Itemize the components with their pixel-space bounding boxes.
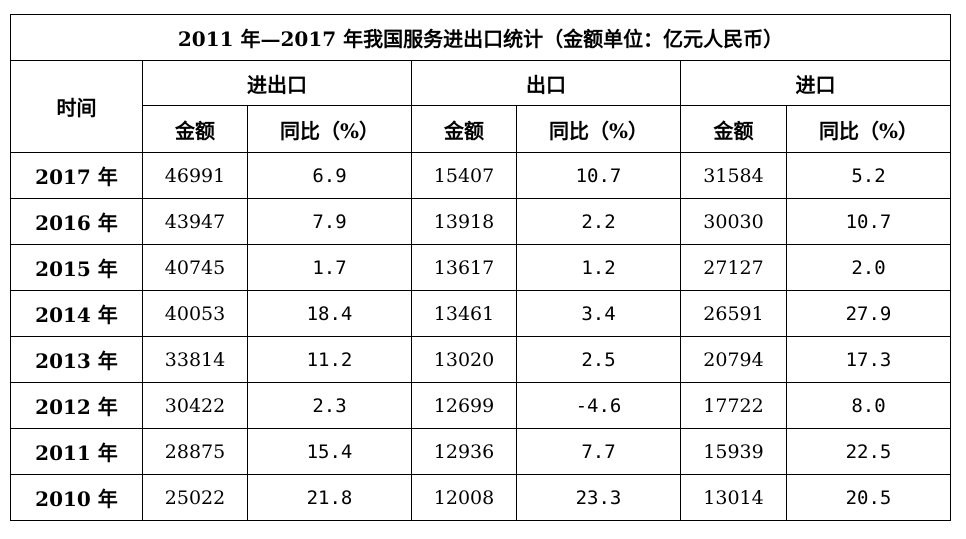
total-yoy-cell: 15.4 xyxy=(247,428,412,475)
sub-header-amount: 金额 xyxy=(411,105,517,153)
export-amount-cell: 13918 xyxy=(411,198,517,245)
export-yoy-cell: 2.5 xyxy=(516,336,681,383)
import-yoy-cell: 27.9 xyxy=(786,290,951,337)
year-cell: 2015 年 xyxy=(10,244,143,291)
table-row: 2017 年 46991 6.9 15407 10.7 31584 5.2 xyxy=(10,152,951,199)
import-yoy-cell: 22.5 xyxy=(786,428,951,475)
year-cell: 2017 年 xyxy=(10,152,143,199)
import-amount-cell: 26591 xyxy=(680,290,787,337)
total-yoy-cell: 6.9 xyxy=(247,152,412,199)
sub-header-yoy: 同比（%） xyxy=(247,105,412,153)
import-yoy-cell: 17.3 xyxy=(786,336,951,383)
total-yoy-cell: 1.7 xyxy=(247,244,412,291)
table-row: 2012 年 30422 2.3 12699 -4.6 17722 8.0 xyxy=(10,382,951,429)
table-row: 2016 年 43947 7.9 13918 2.2 30030 10.7 xyxy=(10,198,951,245)
sub-header-amount: 金额 xyxy=(142,105,248,153)
import-yoy-cell: 8.0 xyxy=(786,382,951,429)
export-amount-cell: 12699 xyxy=(411,382,517,429)
year-cell: 2012 年 xyxy=(10,382,143,429)
table-row: 2015 年 40745 1.7 13617 1.2 27127 2.0 xyxy=(10,244,951,291)
export-yoy-cell: -4.6 xyxy=(516,382,681,429)
year-cell: 2014 年 xyxy=(10,290,143,337)
total-yoy-cell: 11.2 xyxy=(247,336,412,383)
import-yoy-cell: 10.7 xyxy=(786,198,951,245)
total-amount-cell: 28875 xyxy=(142,428,248,475)
total-yoy-cell: 21.8 xyxy=(247,474,412,521)
year-cell: 2016 年 xyxy=(10,198,143,245)
total-amount-cell: 33814 xyxy=(142,336,248,383)
sub-header-amount: 金额 xyxy=(680,105,787,153)
export-yoy-cell: 3.4 xyxy=(516,290,681,337)
import-amount-cell: 31584 xyxy=(680,152,787,199)
time-header: 时间 xyxy=(10,60,143,153)
year-cell: 2010 年 xyxy=(10,474,143,521)
group-header-import: 进口 xyxy=(680,60,951,106)
total-amount-cell: 25022 xyxy=(142,474,248,521)
export-yoy-cell: 7.7 xyxy=(516,428,681,475)
total-amount-cell: 43947 xyxy=(142,198,248,245)
import-yoy-cell: 2.0 xyxy=(786,244,951,291)
import-amount-cell: 30030 xyxy=(680,198,787,245)
import-yoy-cell: 5.2 xyxy=(786,152,951,199)
export-amount-cell: 12936 xyxy=(411,428,517,475)
table-row: 2011 年 28875 15.4 12936 7.7 15939 22.5 xyxy=(10,428,951,475)
import-amount-cell: 20794 xyxy=(680,336,787,383)
import-yoy-cell: 20.5 xyxy=(786,474,951,521)
group-header-export: 出口 xyxy=(411,60,681,106)
table-title: 2011 年—2017 年我国服务进出口统计（金额单位：亿元人民币） xyxy=(10,14,951,61)
export-yoy-cell: 1.2 xyxy=(516,244,681,291)
export-amount-cell: 12008 xyxy=(411,474,517,521)
export-amount-cell: 13020 xyxy=(411,336,517,383)
group-header-total: 进出口 xyxy=(142,60,412,106)
total-amount-cell: 40745 xyxy=(142,244,248,291)
import-amount-cell: 13014 xyxy=(680,474,787,521)
sub-header-yoy: 同比（%） xyxy=(786,105,951,153)
import-amount-cell: 15939 xyxy=(680,428,787,475)
total-amount-cell: 30422 xyxy=(142,382,248,429)
export-amount-cell: 15407 xyxy=(411,152,517,199)
export-yoy-cell: 23.3 xyxy=(516,474,681,521)
year-cell: 2013 年 xyxy=(10,336,143,383)
year-cell: 2011 年 xyxy=(10,428,143,475)
sub-header-yoy: 同比（%） xyxy=(516,105,681,153)
trade-statistics-table: 2011 年—2017 年我国服务进出口统计（金额单位：亿元人民币） 时间 进出… xyxy=(10,14,951,521)
import-amount-cell: 27127 xyxy=(680,244,787,291)
table-row: 2010 年 25022 21.8 12008 23.3 13014 20.5 xyxy=(10,474,951,521)
export-yoy-cell: 10.7 xyxy=(516,152,681,199)
table-row: 2013 年 33814 11.2 13020 2.5 20794 17.3 xyxy=(10,336,951,383)
export-yoy-cell: 2.2 xyxy=(516,198,681,245)
total-amount-cell: 40053 xyxy=(142,290,248,337)
import-amount-cell: 17722 xyxy=(680,382,787,429)
total-amount-cell: 46991 xyxy=(142,152,248,199)
total-yoy-cell: 2.3 xyxy=(247,382,412,429)
table-row: 2014 年 40053 18.4 13461 3.4 26591 27.9 xyxy=(10,290,951,337)
export-amount-cell: 13461 xyxy=(411,290,517,337)
total-yoy-cell: 18.4 xyxy=(247,290,412,337)
total-yoy-cell: 7.9 xyxy=(247,198,412,245)
export-amount-cell: 13617 xyxy=(411,244,517,291)
